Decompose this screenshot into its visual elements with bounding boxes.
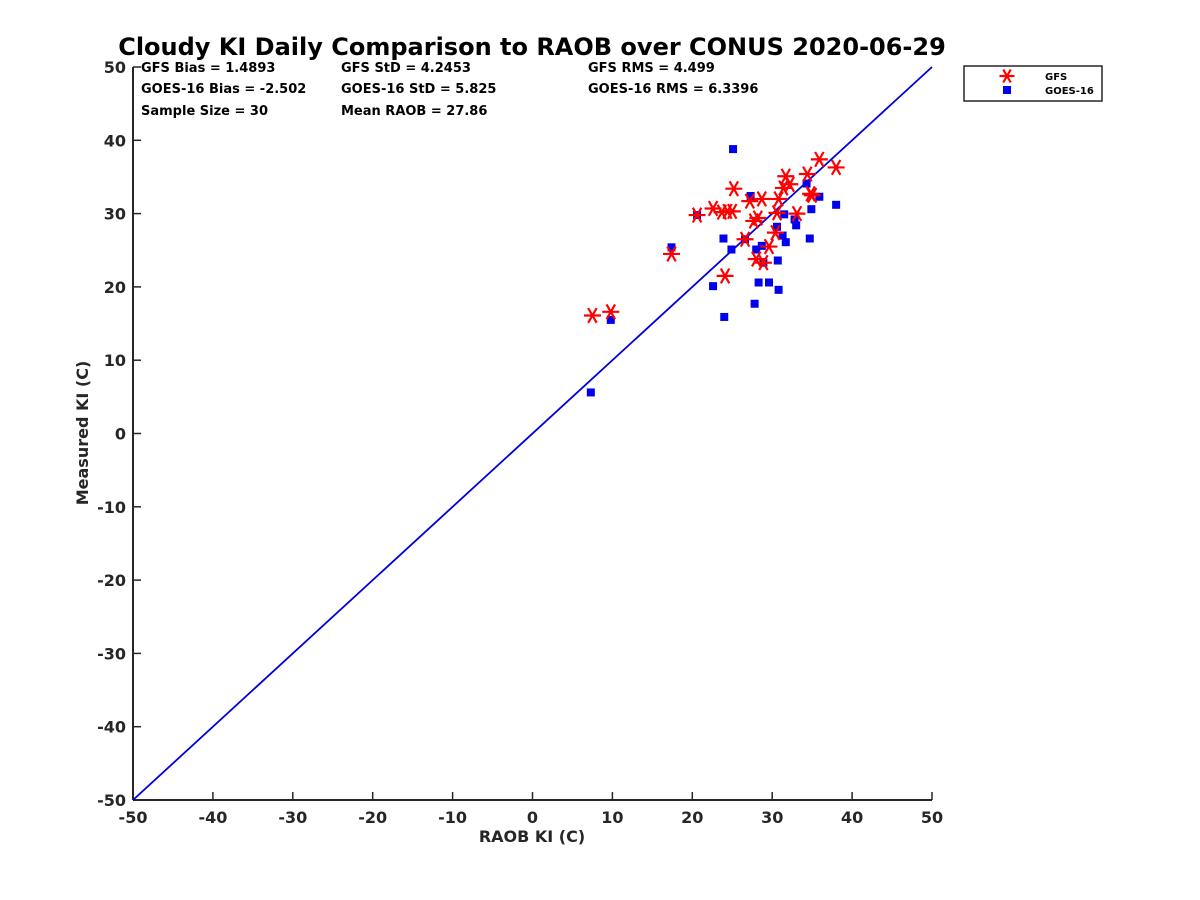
x-axis-label: RAOB KI (C) — [479, 827, 585, 846]
x-tick-label: 10 — [601, 808, 623, 827]
gfs-point — [741, 193, 759, 210]
legend: GFS GOES-16 — [963, 65, 1103, 102]
gfs-point — [788, 205, 806, 222]
goes16-point — [586, 388, 595, 397]
goes16-point — [720, 312, 729, 321]
gfs-point — [602, 303, 620, 320]
goes16-point — [750, 299, 759, 308]
goes16-point — [802, 179, 811, 188]
gfs-point — [827, 159, 845, 176]
y-tick-label: 40 — [104, 131, 126, 150]
goes16-point — [765, 278, 774, 287]
gfs-series — [583, 151, 845, 324]
y-tick-label: 30 — [104, 205, 126, 224]
series-group — [583, 145, 845, 397]
x-tick-label: 20 — [681, 808, 703, 827]
x-tick-label: -10 — [438, 808, 467, 827]
y-axis-label: Measured KI (C) — [73, 361, 92, 506]
x-tick-label: -40 — [198, 808, 227, 827]
legend-box — [963, 65, 1103, 102]
gfs-point — [766, 224, 784, 241]
x-tick-label: -30 — [278, 808, 307, 827]
x-tick-label: -50 — [119, 808, 148, 827]
gfs-point — [774, 180, 792, 196]
one-to-one-line — [132, 66, 933, 801]
gfs-point — [716, 267, 734, 284]
gfs-point — [583, 307, 601, 324]
stat-text: Sample Size = 30 — [141, 104, 268, 119]
gfs-point — [803, 187, 821, 204]
gfs-point — [798, 166, 816, 182]
gfs-point — [749, 210, 767, 226]
gfs-point — [754, 254, 772, 271]
legend-label: GFS — [1045, 72, 1067, 83]
gfs-point — [725, 180, 743, 197]
goes16-point — [746, 192, 755, 201]
goes16-point — [667, 243, 676, 252]
gfs-point — [736, 231, 754, 248]
x-tick-label: 30 — [761, 808, 783, 827]
goes16-point — [780, 210, 789, 219]
goes16-point — [774, 285, 783, 294]
goes16-point — [772, 222, 781, 231]
stat-text: Mean RAOB = 27.86 — [341, 104, 487, 119]
legend-label: GOES-16 — [1045, 86, 1094, 97]
goes16-point — [719, 234, 728, 243]
goes16-point — [815, 192, 824, 201]
y-tick-label: -30 — [97, 644, 126, 663]
goes16-point — [727, 245, 736, 254]
gfs-point — [753, 191, 771, 207]
goes16-point — [729, 145, 738, 154]
reference-line-group — [132, 66, 933, 801]
y-tick-label: -20 — [97, 571, 126, 590]
gfs-point — [688, 207, 706, 223]
goes16-point — [807, 205, 816, 214]
goes16-point — [752, 245, 761, 254]
stat-text: GFS RMS = 4.499 — [588, 61, 715, 76]
stats-block: GFS Bias = 1.4893 GFS StD = 4.2453 GFS RMS… — [141, 61, 758, 119]
gfs-point — [781, 176, 799, 193]
stat-text: GOES-16 RMS = 6.3396 — [588, 82, 758, 97]
goes16-point — [754, 278, 763, 287]
legend-gfs-marker — [999, 68, 1015, 84]
goes16-series — [586, 145, 841, 397]
stat-text: GFS Bias = 1.4893 — [141, 61, 275, 76]
legend-goes16-marker — [1003, 86, 1011, 94]
chart-title: Cloudy KI Daily Comparison to RAOB over … — [118, 33, 946, 61]
gfs-point — [770, 191, 788, 207]
y-tick-label: -40 — [97, 718, 126, 737]
y-tick-label: -50 — [97, 791, 126, 810]
axes: -50 -40 -30 -20 -10 0 10 20 30 40 50 -50 -40 -30 -20 -1… — [97, 58, 943, 827]
goes16-point — [778, 231, 787, 240]
y-tick-label: 20 — [104, 278, 126, 297]
stat-text: GOES-16 StD = 5.825 — [341, 82, 496, 97]
y-tick-label: 50 — [104, 58, 126, 77]
x-tick-label: -20 — [358, 808, 387, 827]
goes16-point — [709, 282, 718, 291]
x-tick-label: 50 — [921, 808, 943, 827]
gfs-point — [723, 203, 741, 220]
stat-text: GOES-16 Bias = -2.502 — [141, 82, 306, 97]
gfs-point — [768, 204, 786, 221]
y-tick-label: 10 — [104, 351, 126, 370]
stat-text: GFS StD = 4.2453 — [341, 61, 471, 76]
gfs-point — [663, 246, 681, 262]
goes16-point — [781, 238, 790, 247]
goes16-point — [805, 234, 814, 243]
goes16-point — [832, 200, 841, 209]
x-tick-label: 0 — [527, 808, 538, 827]
y-tick-label: 0 — [115, 425, 126, 444]
goes16-point — [606, 315, 615, 324]
gfs-point — [760, 238, 778, 255]
y-tick-label: -10 — [97, 498, 126, 517]
x-tick-label: 40 — [841, 808, 863, 827]
gfs-point — [810, 151, 828, 168]
goes16-point — [773, 256, 782, 265]
goes16-point — [792, 221, 801, 230]
